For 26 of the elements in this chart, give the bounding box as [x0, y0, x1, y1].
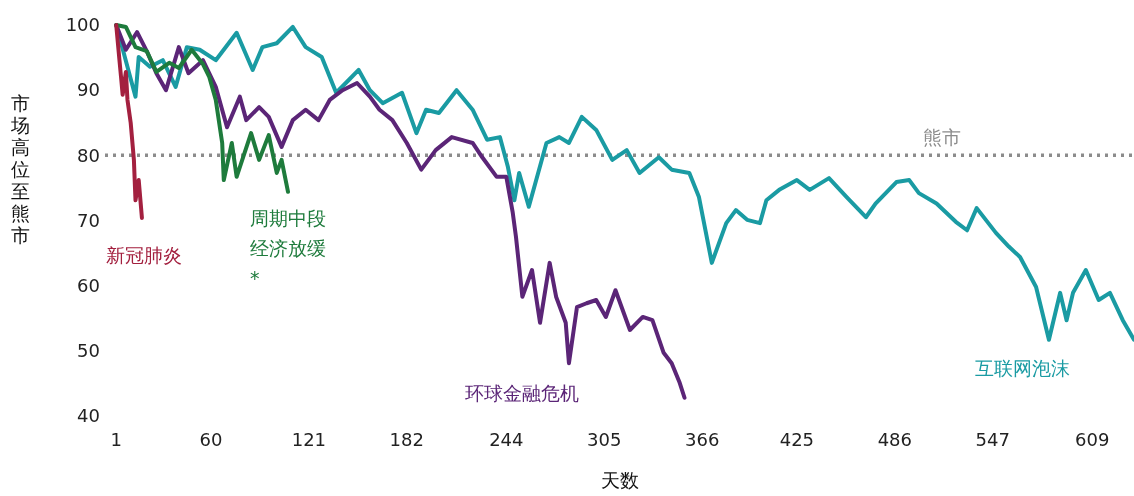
- x-axis-title: 天数: [601, 469, 639, 491]
- x-tick-label: 1: [110, 429, 122, 450]
- x-tick-label: 182: [389, 429, 424, 450]
- y-tick-label: 100: [65, 14, 100, 36]
- x-tick-label: 121: [291, 429, 327, 450]
- y-tick-label: 40: [77, 405, 100, 427]
- y-tick-label: 70: [77, 209, 100, 231]
- x-tick-label: 486: [877, 429, 912, 450]
- series-label: 新冠肺炎: [106, 244, 182, 266]
- x-tick-label: 60: [199, 429, 223, 450]
- y-tick-label: 90: [77, 79, 100, 101]
- line-series: [114, 23, 144, 220]
- series-label: 互联网泡沫: [975, 357, 1070, 379]
- y-tick-label: 80: [77, 144, 100, 166]
- x-tick-label: 305: [587, 429, 622, 450]
- x-tick-label: 425: [779, 429, 815, 450]
- y-axis-title: 市场高位至熊市: [9, 92, 30, 246]
- x-tick-label: 547: [975, 429, 1010, 450]
- y-tick-label: 50: [77, 340, 100, 362]
- x-tick-label: 366: [684, 429, 720, 450]
- y-tick-label: 60: [77, 274, 100, 296]
- series-label: 周期中段经济放缓*: [250, 207, 326, 289]
- x-tick-label: 609: [1075, 429, 1110, 450]
- ref-line-label: 熊市: [923, 126, 961, 149]
- x-tick-label: 244: [489, 429, 524, 450]
- series-label: 环球金融危机: [465, 382, 579, 404]
